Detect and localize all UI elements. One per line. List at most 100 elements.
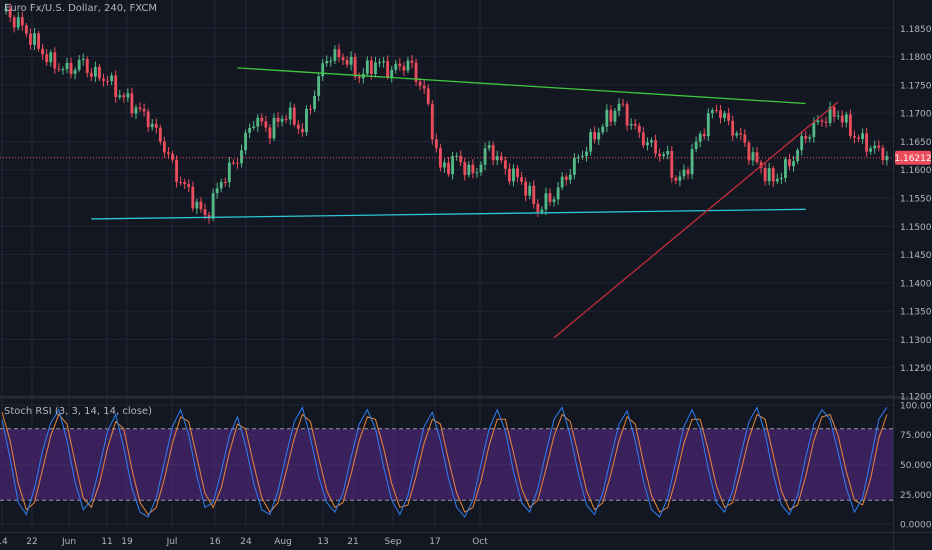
candle-body bbox=[207, 214, 211, 219]
candle-body bbox=[552, 199, 556, 202]
stoch-tick-label: 25.0000 bbox=[900, 491, 932, 501]
candle-body bbox=[179, 182, 183, 184]
candle-body bbox=[33, 33, 36, 45]
candle-body bbox=[763, 167, 767, 182]
candle-body bbox=[755, 152, 759, 163]
candle-body bbox=[252, 126, 256, 128]
candle-body bbox=[597, 132, 601, 140]
candle-body bbox=[828, 107, 832, 123]
candle-body bbox=[41, 48, 45, 55]
candle-body bbox=[16, 17, 20, 28]
candle-body bbox=[646, 142, 649, 146]
candle-body bbox=[296, 124, 300, 129]
stoch-lines bbox=[1, 406, 888, 518]
candle-body bbox=[723, 113, 726, 119]
candle-body bbox=[751, 152, 755, 161]
candle-body bbox=[191, 186, 195, 209]
candle-body bbox=[24, 25, 28, 34]
candle-body bbox=[832, 107, 836, 117]
candle-body bbox=[804, 136, 808, 139]
stoch-k-line bbox=[1, 406, 888, 518]
candle-body bbox=[438, 148, 442, 168]
candle-body bbox=[698, 133, 702, 142]
candle-body bbox=[130, 93, 134, 114]
price-tick-label: 1.15500 bbox=[900, 195, 932, 205]
candle-body bbox=[796, 150, 800, 162]
trend-line[interactable] bbox=[553, 101, 839, 339]
candle-body bbox=[223, 181, 227, 183]
candle-body bbox=[816, 120, 820, 123]
price-tick-label: 1.16500 bbox=[900, 138, 932, 148]
candle-body bbox=[345, 60, 349, 65]
candle-body bbox=[767, 168, 771, 182]
candle-body bbox=[93, 66, 97, 77]
stoch-tick-label: 0.0000 bbox=[900, 521, 932, 531]
price-tick-label: 1.13000 bbox=[900, 336, 932, 346]
candle-body bbox=[227, 162, 231, 183]
candle-body bbox=[556, 187, 560, 200]
candle-body bbox=[256, 117, 260, 127]
candle-body bbox=[410, 60, 414, 63]
candle-body bbox=[512, 168, 515, 182]
candle-body bbox=[662, 154, 666, 157]
support-line[interactable] bbox=[91, 208, 806, 220]
time-tick-label: 11 bbox=[101, 537, 112, 547]
candle-body bbox=[491, 145, 495, 161]
candle-body bbox=[329, 60, 333, 62]
candle-body bbox=[272, 117, 276, 139]
candle-body bbox=[215, 188, 219, 194]
candle-body bbox=[576, 157, 580, 159]
candle-body bbox=[853, 135, 856, 138]
time-tick-label: Sep bbox=[385, 537, 402, 547]
candle-body bbox=[487, 145, 491, 149]
candle-body bbox=[682, 169, 686, 177]
candle-body bbox=[771, 168, 775, 182]
candles bbox=[4, 3, 889, 224]
stoch-tick-label: 100.0000 bbox=[900, 401, 932, 411]
candle-body bbox=[589, 131, 593, 152]
candle-body bbox=[536, 203, 540, 212]
candle-body bbox=[89, 72, 93, 77]
candle-body bbox=[49, 52, 53, 63]
candle-body bbox=[869, 148, 873, 152]
candle-body bbox=[844, 114, 848, 123]
candle-body bbox=[146, 111, 150, 128]
time-tick-label: 13 bbox=[317, 537, 328, 547]
candle-body bbox=[284, 118, 288, 120]
candle-body bbox=[374, 62, 377, 74]
trend-annotations[interactable] bbox=[91, 67, 839, 339]
candle-body bbox=[309, 108, 312, 110]
candle-body bbox=[710, 110, 714, 114]
price-tick-label: 1.12500 bbox=[900, 364, 932, 374]
candle-body bbox=[219, 181, 223, 189]
candle-body bbox=[694, 141, 698, 150]
time-tick-label: 19 bbox=[121, 537, 133, 547]
candle-body bbox=[532, 185, 536, 204]
candle-body bbox=[288, 107, 292, 120]
candle-body bbox=[398, 63, 402, 67]
candle-body bbox=[110, 75, 114, 82]
candle-body bbox=[739, 133, 743, 135]
candle-body bbox=[840, 115, 844, 123]
candle-body bbox=[106, 81, 109, 83]
candle-body bbox=[386, 61, 390, 77]
candle-body bbox=[836, 115, 840, 117]
stoch-band-fill bbox=[0, 428, 893, 501]
price-tick-label: 1.18000 bbox=[900, 53, 932, 63]
resistance-line[interactable] bbox=[237, 67, 806, 105]
candle-body bbox=[29, 33, 32, 45]
candle-body bbox=[503, 160, 507, 169]
candle-body bbox=[585, 151, 588, 157]
candle-body bbox=[706, 113, 710, 137]
candle-body bbox=[353, 56, 357, 77]
candle-body bbox=[792, 161, 795, 167]
price-tick-label: 1.18500 bbox=[900, 25, 932, 35]
candle-body bbox=[183, 182, 187, 185]
candle-body bbox=[520, 177, 524, 182]
candle-body bbox=[187, 184, 191, 187]
candle-body bbox=[248, 127, 252, 133]
candle-body bbox=[244, 132, 247, 151]
candle-body bbox=[349, 56, 353, 65]
candle-body bbox=[171, 153, 174, 160]
